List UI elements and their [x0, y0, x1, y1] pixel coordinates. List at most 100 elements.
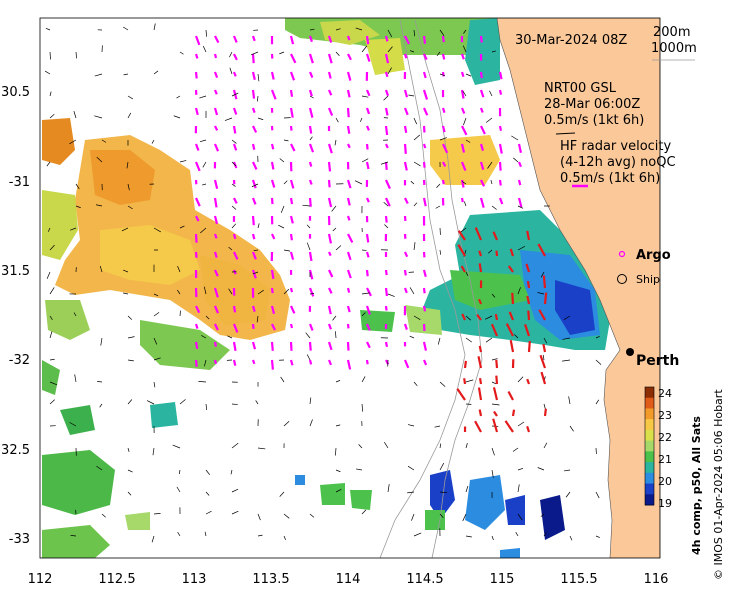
model-arrow [309, 136, 313, 141]
model-arrow [465, 443, 468, 449]
model-arrow [335, 117, 339, 123]
model-arrow [543, 532, 547, 537]
colorbar-segment [645, 387, 654, 399]
model-arrow [75, 51, 77, 59]
model-arrow [73, 111, 77, 119]
nrt-arrow [252, 161, 258, 170]
nrt-arrow [384, 269, 388, 276]
model-arrow [410, 50, 415, 53]
nrt-arrow [232, 233, 237, 240]
model-arrow [491, 358, 498, 361]
x-tick-label: 112.5 [98, 572, 135, 587]
x-tick-label: 113 [182, 572, 207, 587]
nrt-arrow [460, 107, 466, 114]
model-arrow [335, 424, 341, 427]
model-arrow [517, 484, 520, 493]
model-arrow [511, 135, 519, 141]
model-arrow [383, 95, 389, 101]
model-arrow [224, 117, 233, 121]
model-arrow [69, 139, 77, 145]
model-arrow [121, 227, 129, 232]
model-arrow [489, 90, 493, 97]
model-arrow [228, 246, 233, 251]
model-arrow [517, 513, 523, 521]
model-arrow [257, 534, 263, 537]
model-arrow [383, 201, 389, 207]
model-arrow [75, 205, 81, 209]
nrt-arrow [442, 143, 449, 154]
model-arrow [283, 420, 290, 427]
model-arrow [70, 227, 77, 231]
nrt-arrow [328, 251, 332, 257]
hf-arrow [463, 378, 467, 385]
nrt-arrow [194, 53, 199, 59]
model-arrow [413, 29, 416, 37]
model-arrow [123, 269, 129, 273]
model-arrow [151, 139, 155, 144]
model-arrow [49, 114, 55, 119]
model-arrow [462, 45, 467, 53]
hf-arrow [542, 343, 547, 353]
model-arrow [283, 288, 290, 295]
nrt-arrow [479, 143, 485, 151]
nrt-arrow [403, 143, 407, 154]
model-arrow [439, 249, 441, 255]
nrt-arrow [365, 125, 370, 131]
nrt-arrow [365, 233, 370, 243]
nrt-arrow [308, 269, 314, 280]
hf-arrow [478, 378, 483, 385]
colorbar-tick: 23 [658, 409, 672, 422]
model-arrow [517, 467, 524, 471]
nrt-arrow [289, 215, 294, 224]
model-arrow [47, 227, 51, 232]
nrt-arrow [232, 35, 238, 43]
model-arrow [205, 403, 208, 411]
nrt-arrow [423, 53, 428, 61]
nrt-arrow [270, 359, 274, 370]
model-arrow [465, 315, 471, 321]
nrt-arrow [232, 323, 239, 333]
model-arrow [127, 183, 130, 191]
nrt-arrow [365, 323, 371, 331]
y-tick-label: -33 [9, 532, 30, 547]
model-arrow [173, 115, 181, 119]
nrt-arrow [460, 71, 465, 78]
model-arrow [491, 205, 497, 210]
model-arrow [384, 441, 389, 449]
model-arrow [257, 223, 260, 229]
model-arrow [595, 491, 600, 499]
nrt-arrow [498, 161, 502, 171]
model-arrow [491, 293, 496, 298]
model-arrow [73, 312, 77, 317]
model-arrow [257, 73, 260, 82]
model-arrow [127, 491, 132, 496]
nrt-arrow [422, 89, 429, 100]
model-arrow [434, 425, 441, 428]
plot-frame [39, 17, 661, 559]
nrt-arrow [232, 125, 237, 134]
nrt-arrow [441, 71, 445, 77]
model-arrow [436, 183, 441, 189]
nrt-arrow [251, 305, 256, 312]
nrt-arrow [195, 215, 200, 222]
model-arrow [465, 73, 472, 77]
model-current-arrows [44, 23, 602, 543]
model-arrow [153, 513, 161, 515]
model-arrow [439, 29, 445, 37]
nrt-arrow [251, 107, 256, 113]
nrt-arrow [214, 323, 219, 331]
nrt-arrow [270, 143, 275, 150]
model-arrow [127, 469, 133, 473]
model-arrow [413, 134, 421, 141]
hf-arrow [540, 371, 547, 385]
hf-arrow [537, 243, 546, 257]
nrt-arrow [195, 305, 201, 314]
nrt-arrow [498, 71, 503, 80]
model-arrow [228, 288, 233, 295]
model-arrow [69, 422, 77, 427]
model-arrow [462, 513, 467, 522]
model-arrow [463, 201, 467, 207]
nrt-arrow [460, 143, 466, 153]
model-arrow [49, 399, 55, 405]
nrt-arrow [365, 89, 371, 97]
